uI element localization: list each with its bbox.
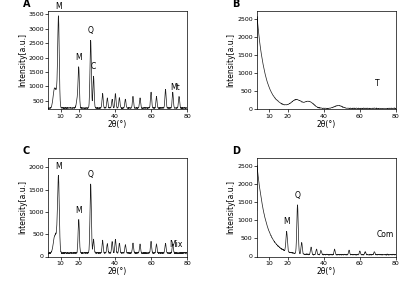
Y-axis label: Intensity[a.u.]: Intensity[a.u.] bbox=[18, 33, 27, 87]
Text: Q: Q bbox=[88, 170, 94, 179]
Y-axis label: Intensity[a.u.]: Intensity[a.u.] bbox=[227, 33, 236, 87]
Text: D: D bbox=[232, 146, 240, 156]
Text: Mt: Mt bbox=[170, 83, 180, 92]
X-axis label: 2θ(°): 2θ(°) bbox=[317, 267, 336, 276]
Text: C: C bbox=[91, 62, 96, 71]
Text: Q: Q bbox=[294, 191, 300, 200]
Y-axis label: Intensity[a.u.]: Intensity[a.u.] bbox=[18, 180, 27, 235]
Text: Q: Q bbox=[88, 27, 94, 35]
X-axis label: 2θ(°): 2θ(°) bbox=[108, 267, 127, 276]
Text: Com: Com bbox=[376, 230, 394, 239]
Text: M: M bbox=[76, 53, 82, 62]
X-axis label: 2θ(°): 2θ(°) bbox=[108, 120, 127, 129]
Text: M: M bbox=[55, 162, 62, 171]
Text: B: B bbox=[232, 0, 239, 9]
Text: M: M bbox=[76, 206, 82, 215]
X-axis label: 2θ(°): 2θ(°) bbox=[317, 120, 336, 129]
Text: M: M bbox=[55, 3, 62, 11]
Text: M: M bbox=[283, 217, 290, 227]
Text: A: A bbox=[23, 0, 30, 9]
Text: Mix: Mix bbox=[169, 240, 182, 249]
Text: C: C bbox=[23, 146, 30, 156]
Y-axis label: Intensity[a.u.]: Intensity[a.u.] bbox=[227, 180, 236, 235]
Text: T: T bbox=[375, 79, 380, 88]
